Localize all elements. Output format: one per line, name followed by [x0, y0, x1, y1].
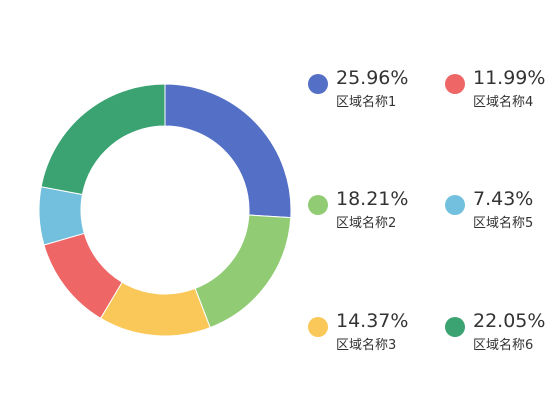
legend-item-region-1[interactable]: 25.96% 区域名称1: [308, 66, 418, 116]
legend-region-name: 区域名称4: [473, 95, 534, 110]
donut-slice-region-6[interactable]: [40, 83, 166, 196]
legend-item-region-3[interactable]: 14.37% 区域名称3: [308, 309, 418, 359]
legend-region-name: 区域名称5: [473, 216, 534, 231]
legend-region-name: 区域名称3: [336, 338, 397, 353]
legend-percentage: 14.37%: [336, 310, 409, 332]
legend-item-region-2[interactable]: 18.21% 区域名称2: [308, 187, 418, 237]
legend-item-region-4[interactable]: 11.99% 区域名称4: [445, 66, 550, 116]
legend-percentage: 18.21%: [336, 188, 409, 210]
legend-percentage: 7.43%: [473, 188, 534, 210]
legend-region-name: 区域名称6: [473, 338, 534, 353]
legend-percentage: 25.96%: [336, 67, 409, 89]
donut-slice-region-1[interactable]: [164, 83, 292, 219]
donut-chart: [38, 83, 292, 337]
legend-region-name: 区域名称2: [336, 216, 397, 231]
legend-percentage: 11.99%: [473, 67, 546, 89]
donut-slice-region-2[interactable]: [194, 214, 292, 329]
legend-region-name: 区域名称1: [336, 95, 397, 110]
legend-color-dot: [445, 317, 465, 337]
legend-color-dot: [308, 195, 328, 215]
legend-color-dot: [308, 317, 328, 337]
legend-color-dot: [445, 74, 465, 94]
legend-item-region-6[interactable]: 22.05% 区域名称6: [445, 309, 550, 359]
legend-color-dot: [308, 74, 328, 94]
legend-color-dot: [445, 195, 465, 215]
legend-percentage: 22.05%: [473, 310, 546, 332]
legend-item-region-5[interactable]: 7.43% 区域名称5: [445, 187, 550, 237]
